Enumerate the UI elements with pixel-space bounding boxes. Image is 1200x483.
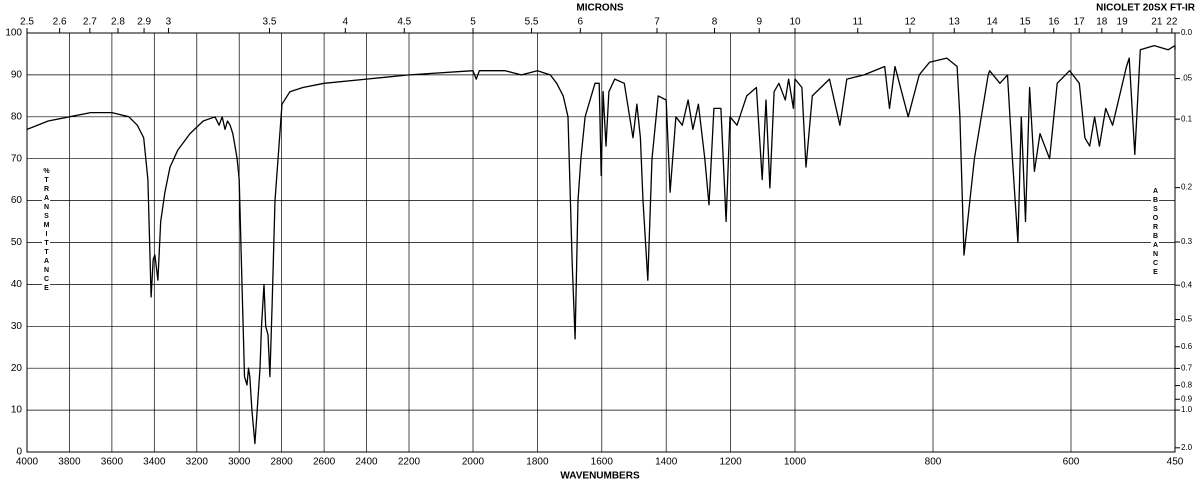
x-tick-label: 3800 xyxy=(58,457,81,468)
x2-tick-label: 5.5 xyxy=(525,17,539,28)
x2-tick-label: 7 xyxy=(654,17,660,28)
chart-title: MICRONS xyxy=(576,3,624,14)
x-tick-label: 600 xyxy=(1063,457,1080,468)
x-tick-label: 2000 xyxy=(462,457,485,468)
x2-tick-label: 4.5 xyxy=(397,17,411,28)
y2-tick-label: 2.0 xyxy=(1181,443,1193,452)
y2-tick-label: 0.4 xyxy=(1181,280,1193,289)
x2-tick-label: 2.5 xyxy=(20,17,34,28)
x-tick-label: 2600 xyxy=(313,457,336,468)
x2-tick-label: 2.8 xyxy=(111,17,125,28)
x-tick-label: 800 xyxy=(925,457,942,468)
spectrum-line xyxy=(26,44,1176,445)
x-tick-label: 1600 xyxy=(591,457,614,468)
x-axis-label: WAVENUMBERS xyxy=(560,471,640,482)
x-tick-label: 2400 xyxy=(355,457,378,468)
x2-tick-label: 13 xyxy=(949,17,961,28)
x2-tick-label: 9 xyxy=(756,17,762,28)
y2-tick-label: 0.7 xyxy=(1181,364,1193,373)
y-tick-label: 40 xyxy=(11,279,23,290)
y-tick-label: 70 xyxy=(11,153,23,164)
x2-tick-label: 2.9 xyxy=(137,17,151,28)
y2-tick-label: 0.9 xyxy=(1181,394,1193,403)
x2-tick-label: 2.6 xyxy=(53,17,67,28)
x2-tick-label: 2.7 xyxy=(83,17,97,28)
x-tick-label: 2800 xyxy=(270,457,293,468)
x2-tick-label: 5 xyxy=(470,17,476,28)
y-tick-label: 90 xyxy=(11,70,23,81)
y-tick-label: 0 xyxy=(16,447,22,458)
y2-tick-label: 1.0 xyxy=(1181,405,1193,414)
y2-tick-label: .05 xyxy=(1181,74,1193,83)
x-tick-label: 3000 xyxy=(228,457,251,468)
x-tick-label: 3200 xyxy=(186,457,209,468)
y2-tick-label: 0.5 xyxy=(1181,315,1193,324)
x2-tick-label: 11 xyxy=(853,17,864,28)
x-tick-label: 1200 xyxy=(719,457,742,468)
y2-tick-label: 0.0 xyxy=(1181,28,1193,37)
x2-tick-label: 18 xyxy=(1096,17,1108,28)
x2-tick-label: 6 xyxy=(578,17,584,28)
y2-tick-label: 0.1 xyxy=(1181,114,1193,123)
x-tick-label: 1000 xyxy=(784,457,807,468)
y2-tick-label: 0.6 xyxy=(1181,342,1193,351)
x2-tick-label: 16 xyxy=(1048,17,1060,28)
y-axis-label: %TRANSMITTANCE xyxy=(42,168,50,294)
x-tick-label: 450 xyxy=(1167,457,1184,468)
x2-tick-label: 21 xyxy=(1151,17,1163,28)
x2-tick-label: 4 xyxy=(343,17,349,28)
y-tick-label: 100 xyxy=(5,28,22,39)
x2-tick-label: 3.5 xyxy=(263,17,277,28)
x2-tick-label: 19 xyxy=(1117,17,1129,28)
x-tick-label: 2200 xyxy=(398,457,421,468)
y-tick-label: 80 xyxy=(11,111,23,122)
x-tick-label: 4000 xyxy=(16,457,39,468)
x-tick-label: 3400 xyxy=(143,457,166,468)
x2-tick-label: 15 xyxy=(1019,17,1031,28)
y2-tick-label: 0.2 xyxy=(1181,183,1193,192)
x2-tick-label: 22 xyxy=(1166,17,1178,28)
y2-tick-label: 0.3 xyxy=(1181,237,1193,246)
x-tick-label: 3600 xyxy=(101,457,124,468)
x2-tick-label: 3 xyxy=(166,17,172,28)
y-tick-label: 10 xyxy=(11,405,23,416)
x2-tick-label: 8 xyxy=(712,17,718,28)
x-tick-label: 1800 xyxy=(526,457,549,468)
y-tick-label: 30 xyxy=(11,321,23,332)
x-tick-label: 1400 xyxy=(655,457,678,468)
instrument-label: NICOLET 20SX FT-IR xyxy=(1096,3,1196,14)
y-tick-label: 50 xyxy=(11,237,23,248)
x2-tick-label: 17 xyxy=(1074,17,1086,28)
y-tick-label: 60 xyxy=(11,195,23,206)
x2-tick-label: 14 xyxy=(987,17,999,28)
y2-axis-label: ABSORBANCE xyxy=(1151,188,1159,278)
x2-tick-label: 12 xyxy=(904,17,916,28)
y2-tick-label: 0.8 xyxy=(1181,381,1193,390)
x2-tick-label: 10 xyxy=(789,17,801,28)
y-tick-label: 20 xyxy=(11,363,23,374)
